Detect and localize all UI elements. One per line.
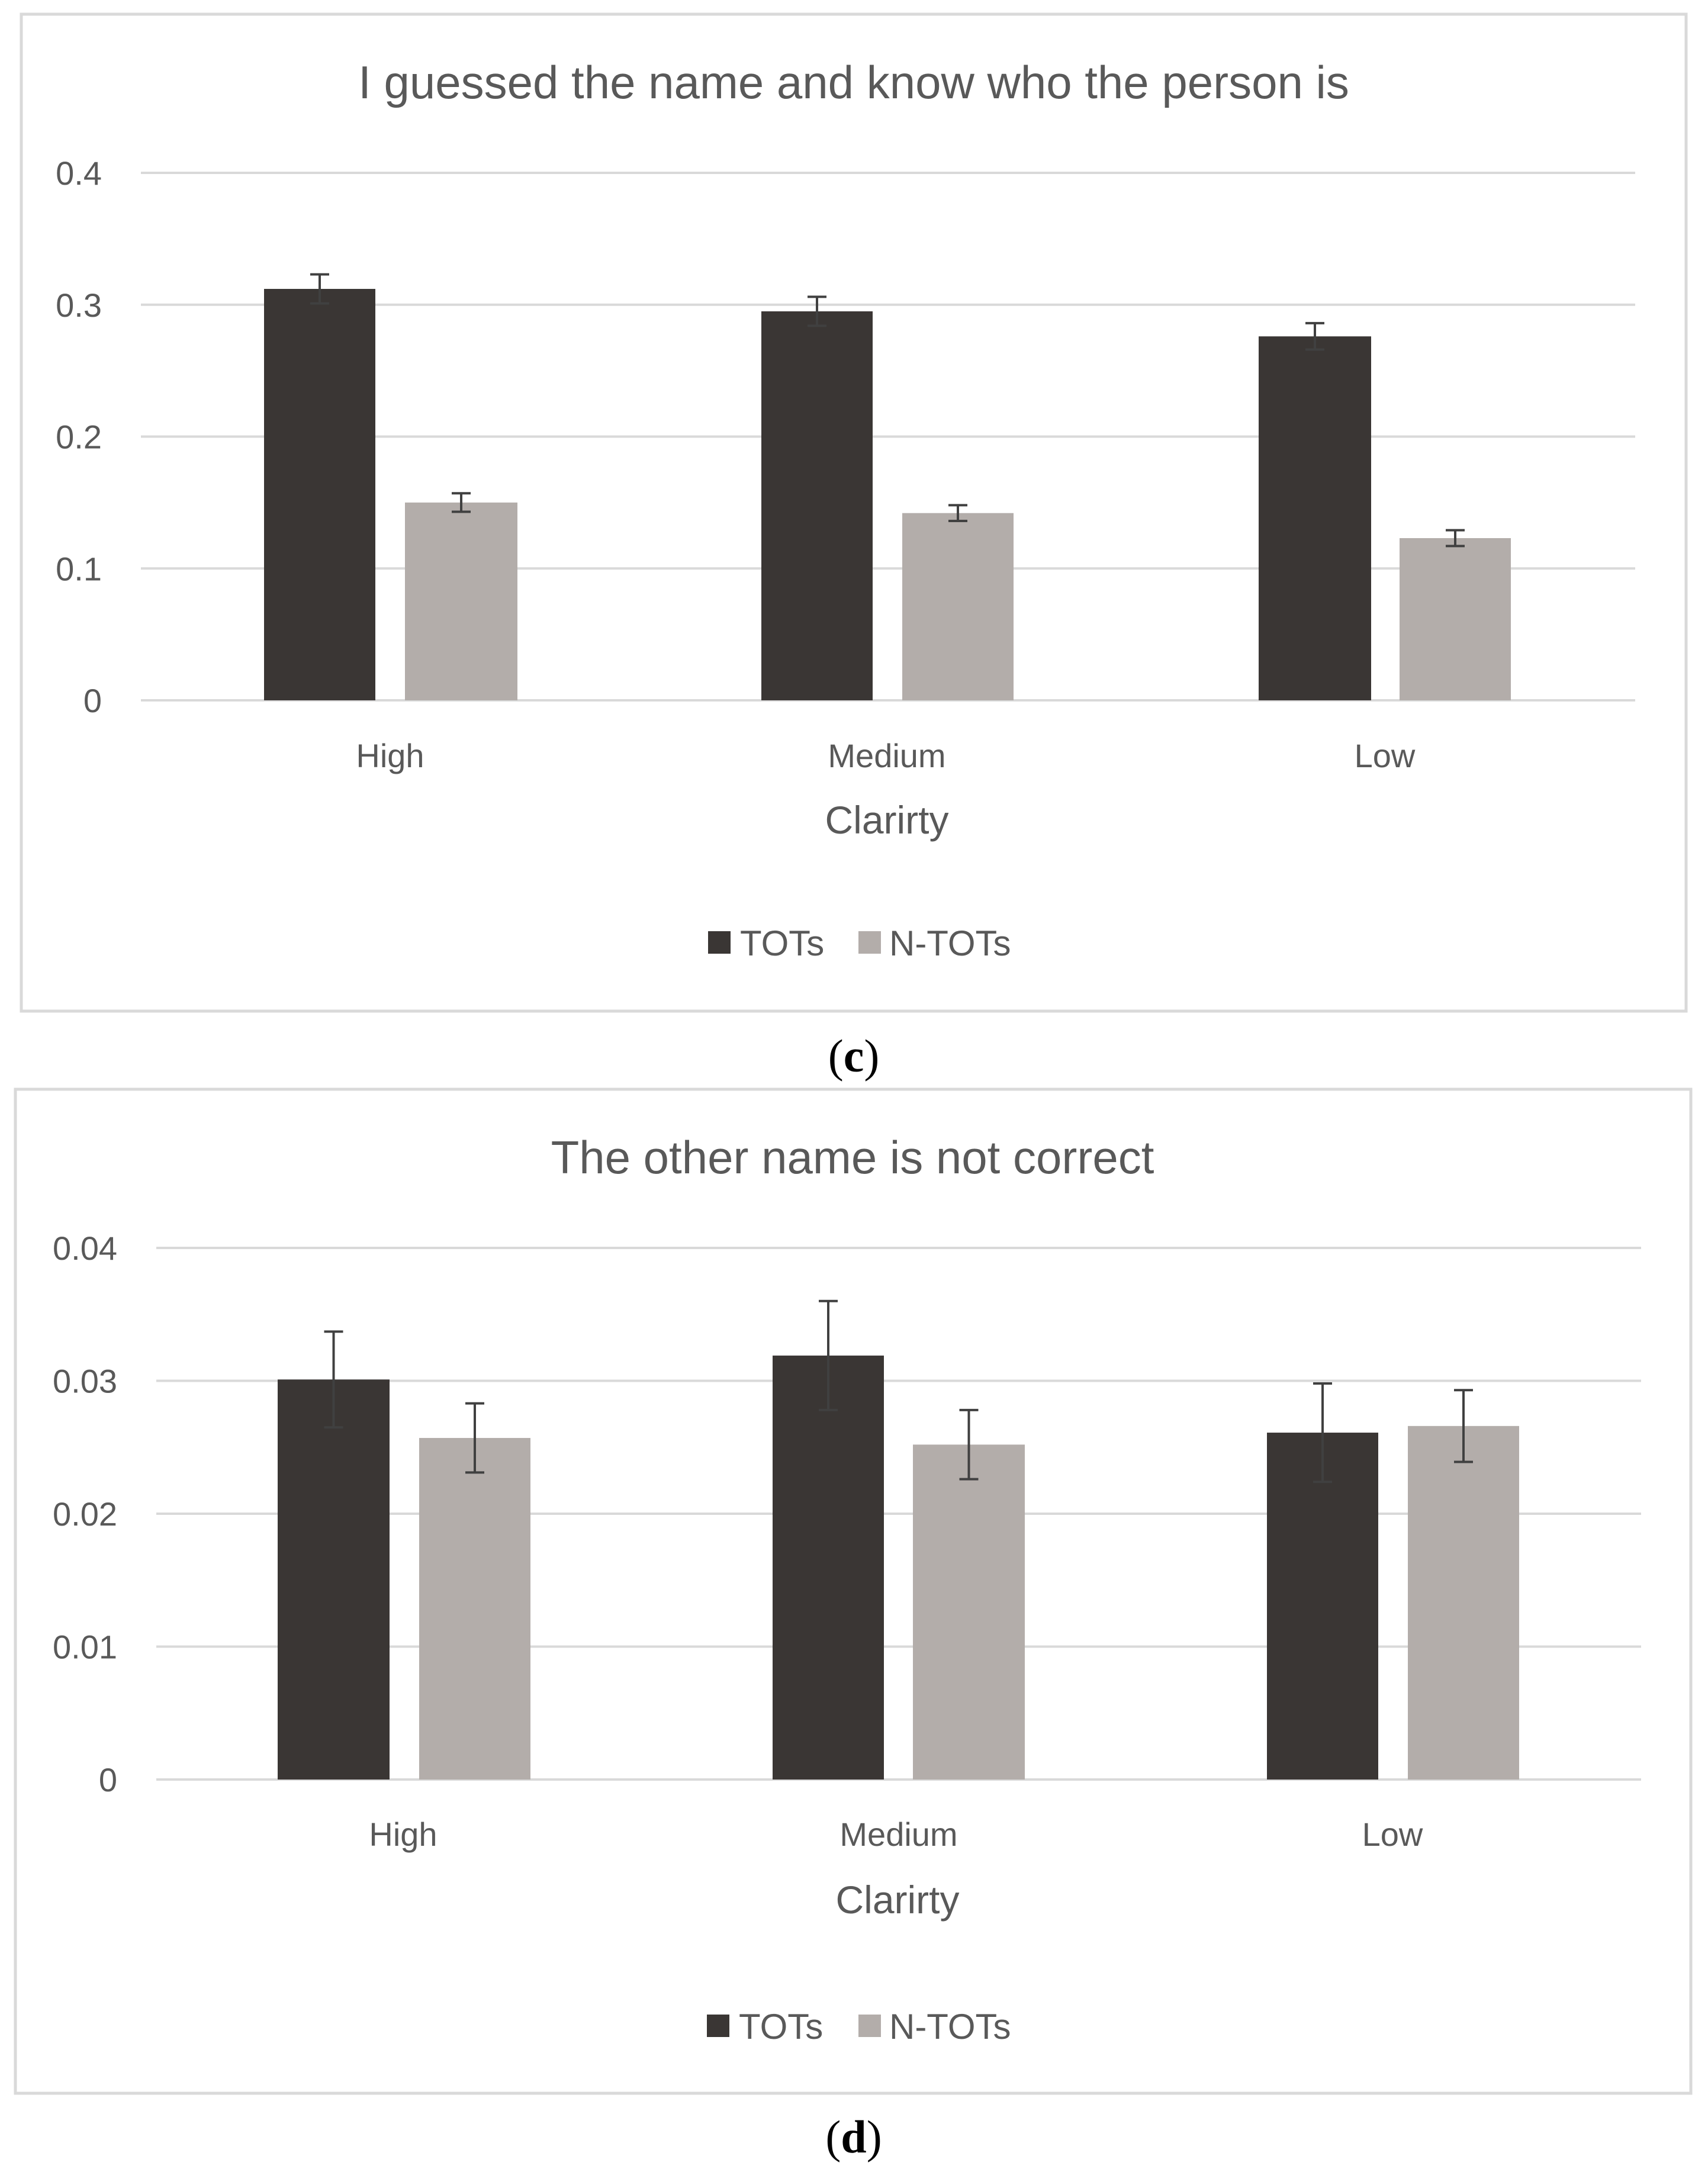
chart-c-x-axis-label: Clarirty [825,798,949,842]
chart-d-legend-swatch-tots [707,2015,729,2037]
chart-d-x-tick-label: Low [1362,1816,1423,1853]
chart-d-legend-label-ntots: N-TOTs [889,2007,1011,2046]
chart-c-y-tick-label: 0 [83,682,102,719]
chart-d-y-tick-label: 0.01 [53,1629,117,1666]
chart-c-y-tick-label: 0.1 [56,550,102,587]
chart-d-legend-label-tots: TOTs [739,2007,823,2046]
chart-c-gridlines [141,172,1635,702]
chart-d-bar-n-tots-medium [913,1444,1025,1780]
chart-d-x-tick-labels: High Medium Low [369,1816,1423,1853]
chart-c-error-bars [310,273,1465,548]
panel-label-d: (d) [825,2111,882,2163]
chart-d-legend: TOTs N-TOTs [707,2007,1011,2046]
chart-d-y-tick-label: 0.04 [53,1230,117,1267]
chart-c-legend-swatch-tots [708,931,731,954]
chart-c-y-tick-labels: 0 0.1 0.2 0.3 0.4 [56,155,102,719]
chart-c-bar-tots-high [264,289,375,700]
chart-d-y-tick-label: 0 [99,1761,117,1798]
chart-c-title: I guessed the name and know who the pers… [358,56,1349,108]
chart-c: I guessed the name and know who the pers… [20,12,1688,1013]
chart-c-bars [264,289,1511,700]
chart-c-x-tick-label: Low [1355,737,1416,774]
chart-d-legend-swatch-ntots [858,2015,881,2037]
chart-d-x-axis-label: Clarirty [836,1878,960,1922]
chart-c-bar-n-tots-medium [902,513,1014,700]
chart-c-legend: TOTs N-TOTs [708,923,1011,963]
panel-label-c: (c) [828,1030,880,1082]
chart-d-bar-tots-high [278,1379,390,1780]
chart-c-x-tick-labels: High Medium Low [356,737,1416,774]
chart-c-bar-tots-medium [761,311,873,700]
chart-d-title: The other name is not correct [551,1131,1154,1183]
chart-d-error-bars [324,1299,1473,1484]
chart-d-x-tick-label: Medium [839,1816,957,1853]
chart-d-bar-tots-low [1267,1433,1378,1780]
chart-c-legend-label-tots: TOTs [740,923,824,963]
chart-c-x-tick-label: Medium [828,737,945,774]
chart-d-y-tick-label: 0.02 [53,1495,117,1533]
chart-c-bar-n-tots-low [1400,538,1511,700]
chart-c-y-tick-label: 0.3 [56,287,102,324]
chart-c-bar-n-tots-high [405,502,517,700]
chart-c-bar-tots-low [1259,336,1371,700]
chart-d-y-tick-labels: 0 0.01 0.02 0.03 0.04 [53,1230,117,1798]
chart-d-bars [278,1355,1519,1780]
chart-c-legend-swatch-ntots [858,931,881,954]
chart-d-y-tick-label: 0.03 [53,1363,117,1400]
chart-c-y-tick-label: 0.2 [56,419,102,456]
chart-d-x-tick-label: High [369,1816,437,1853]
chart-c-x-tick-label: High [356,737,424,774]
chart-c-y-tick-label: 0.4 [56,155,102,192]
chart-d-bar-n-tots-high [419,1438,530,1780]
chart-d-bar-tots-medium [773,1355,884,1780]
chart-d-bar-n-tots-low [1408,1426,1519,1780]
chart-d-gridlines [156,1247,1641,1781]
chart-c-legend-label-ntots: N-TOTs [889,923,1011,963]
chart-d: The other name is not correct 00.010.020… [14,1087,1693,2095]
